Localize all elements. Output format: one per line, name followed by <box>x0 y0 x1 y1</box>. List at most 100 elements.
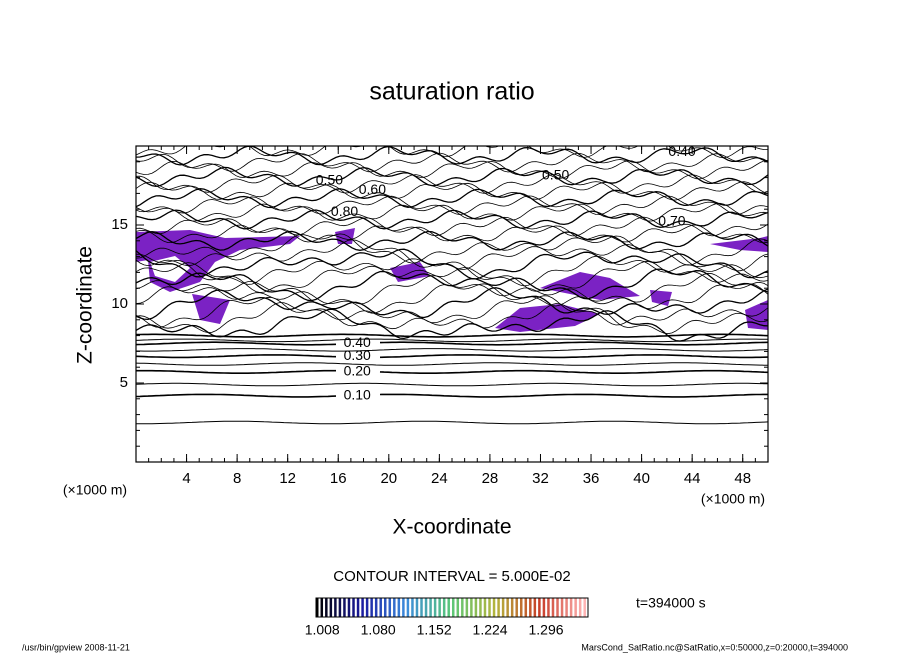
x-tick-label: 32 <box>532 470 549 487</box>
y-tick-label: 15 <box>111 216 128 233</box>
colorbar-swatch <box>510 598 514 617</box>
colorbar-swatch <box>524 598 528 617</box>
colorbar-swatch <box>520 598 523 617</box>
contour-label: 0.10 <box>344 386 371 402</box>
contour-line <box>135 420 769 425</box>
colorbar-swatch <box>483 598 487 617</box>
colorbar-swatch <box>429 598 432 617</box>
upper-contour <box>136 216 768 237</box>
upper-contour <box>136 287 768 321</box>
y-tick-label: 10 <box>111 295 128 312</box>
x-unit: (×1000 m) <box>701 491 765 507</box>
contour-line <box>135 333 769 338</box>
colorbar-swatch <box>438 598 441 617</box>
supersaturation-regions <box>136 146 768 342</box>
colorbar-swatch <box>461 598 464 617</box>
colorbar-tick-label: 1.008 <box>305 622 340 638</box>
upper-contour <box>136 181 768 201</box>
contour-label: 0.70 <box>658 213 685 229</box>
contour-interval: CONTOUR INTERVAL = 5.000E-02 <box>333 568 570 585</box>
x-tick-label: 12 <box>279 470 296 487</box>
x-tick-label: 28 <box>482 470 499 487</box>
colorbar-swatch <box>556 598 559 617</box>
upper-contour <box>136 152 768 173</box>
y-unit: (×1000 m) <box>63 482 127 498</box>
x-tick-label: 48 <box>734 470 751 487</box>
colorbar-swatch <box>397 598 401 617</box>
colorbar-swatch <box>569 598 573 617</box>
colorbar-swatch <box>542 598 546 617</box>
colorbar-swatch <box>356 598 360 617</box>
colorbar-swatch <box>361 598 364 617</box>
colorbar-swatch <box>533 598 537 617</box>
colorbar-swatch <box>470 598 473 617</box>
contour-line <box>135 362 769 366</box>
upper-contour <box>136 302 768 335</box>
colorbar-swatch <box>402 598 405 617</box>
colorbar-swatch <box>338 598 342 617</box>
upper-contour <box>136 188 768 209</box>
upper-contours <box>136 146 768 342</box>
footer-right: MarsCond_SatRatio.nc@SatRatio,x=0:50000,… <box>581 642 848 652</box>
contour-line <box>136 348 769 352</box>
colorbar-swatch <box>393 598 396 617</box>
colorbar-swatch <box>578 598 582 617</box>
colorbar-swatch <box>384 598 387 617</box>
colorbar-swatch <box>420 598 423 617</box>
colorbar-swatch <box>506 598 509 617</box>
colorbar-swatch <box>565 598 568 617</box>
region <box>650 290 672 306</box>
colorbar-swatch <box>352 598 355 617</box>
x-tick-label: 8 <box>233 470 241 487</box>
upper-contour <box>136 308 768 342</box>
upper-contour <box>136 230 768 251</box>
region <box>192 294 230 324</box>
colorbar-swatch <box>465 598 469 617</box>
colorbar-tick-label: 1.152 <box>417 622 452 638</box>
x-tick-label: 16 <box>330 470 347 487</box>
contour-label: 0.50 <box>316 171 343 187</box>
upper-contour <box>136 146 768 159</box>
colorbar-swatch <box>370 598 373 617</box>
upper-contour <box>136 260 768 293</box>
contour-line <box>136 369 769 374</box>
colorbar-swatch <box>492 598 496 617</box>
colorbar-swatch <box>424 598 428 617</box>
region <box>710 236 768 252</box>
x-tick-label: 24 <box>431 470 448 487</box>
upper-contour <box>136 239 768 272</box>
plot-frame <box>135 145 769 463</box>
colorbar-swatch <box>574 598 577 617</box>
contour-line <box>135 354 769 359</box>
contour-label: 0.40 <box>344 334 371 350</box>
colorbar-swatch <box>320 598 324 617</box>
x-tick-label: 4 <box>182 470 190 487</box>
upper-contour <box>136 253 768 287</box>
x-tick-label: 40 <box>633 470 650 487</box>
colorbar-swatch <box>583 598 586 617</box>
upper-contour <box>136 233 768 266</box>
colorbar-swatch <box>316 598 319 617</box>
colorbar-swatch <box>442 598 446 617</box>
colorbar-swatch <box>365 598 369 617</box>
upper-contour <box>136 248 768 280</box>
upper-contour <box>136 174 768 194</box>
colorbar-frame <box>315 597 589 618</box>
colorbar-swatch <box>329 598 333 617</box>
contour-label: 0.50 <box>542 167 569 183</box>
colorbar-swatch <box>447 598 450 617</box>
x-tick-label: 44 <box>684 470 701 487</box>
colorbar-swatch <box>497 598 500 617</box>
colorbar-swatch <box>479 598 482 617</box>
contour-label: 0.80 <box>331 203 358 219</box>
time-label: t=394000 s <box>636 595 706 611</box>
colorbar-swatch <box>551 598 555 617</box>
colorbar-swatch <box>415 598 419 617</box>
colorbar-swatch <box>515 598 518 617</box>
contour-label: 0.20 <box>344 363 371 379</box>
footer-left: /usr/bin/gpview 2008-11-21 <box>22 642 130 652</box>
colorbar-swatch <box>411 598 414 617</box>
colorbar-swatch <box>538 598 541 617</box>
colorbar-swatch <box>547 598 550 617</box>
